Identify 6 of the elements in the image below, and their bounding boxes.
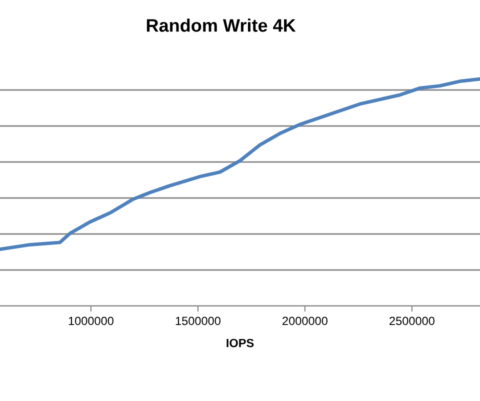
chart-title: Random Write 4K [146, 18, 296, 32]
x-tick-label: 1500000 [176, 316, 220, 326]
x-tick-label: 1000000 [68, 316, 114, 326]
x-tick-label: 2500000 [390, 316, 434, 326]
x-tick-label: 2000000 [282, 316, 328, 326]
x-axis-title: IOPS [226, 338, 254, 348]
